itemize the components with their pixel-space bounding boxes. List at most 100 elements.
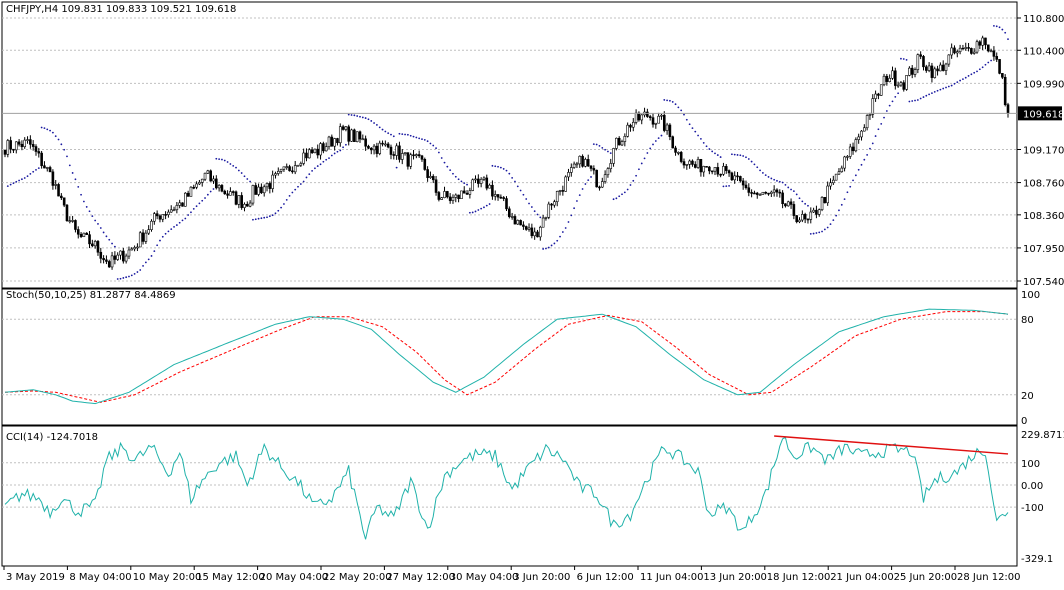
sar-dot bbox=[995, 25, 998, 28]
candle-body bbox=[753, 192, 756, 195]
sar-dot bbox=[643, 157, 646, 160]
candle-body bbox=[665, 124, 669, 131]
sar-dot bbox=[733, 153, 736, 156]
sar-dot bbox=[790, 188, 792, 191]
sar-dot bbox=[37, 167, 40, 169]
candle-body bbox=[260, 186, 263, 194]
sar-dot bbox=[221, 158, 223, 161]
sar-dot bbox=[902, 58, 905, 60]
sar-dot bbox=[888, 104, 891, 107]
grid-lines bbox=[2, 17, 1017, 508]
time-tick-label: 30 May 04:00 bbox=[450, 572, 519, 583]
candle-body bbox=[426, 169, 429, 178]
sar-dot bbox=[125, 276, 128, 279]
candle-body bbox=[282, 166, 286, 170]
candle-body bbox=[885, 75, 889, 82]
candle-body bbox=[361, 138, 365, 141]
sar-dot bbox=[443, 161, 446, 164]
candle-body bbox=[758, 194, 762, 196]
candle-body bbox=[178, 202, 181, 206]
sar-dot bbox=[353, 114, 356, 117]
candle-body bbox=[34, 146, 38, 152]
sar-dot bbox=[711, 150, 714, 153]
sar-dot bbox=[474, 210, 477, 213]
candle-body bbox=[122, 250, 125, 262]
price-tick-label: 110.400 bbox=[1023, 46, 1064, 57]
candle-body bbox=[600, 181, 604, 188]
candle-body bbox=[23, 139, 27, 148]
sar-dot bbox=[468, 211, 471, 214]
candle-body bbox=[958, 47, 962, 52]
sar-dot bbox=[454, 175, 457, 178]
candle-body bbox=[338, 126, 342, 144]
candle-body bbox=[248, 202, 252, 207]
candle-body bbox=[764, 191, 768, 194]
candle-body bbox=[186, 192, 190, 197]
candle-body bbox=[153, 213, 156, 222]
candle-body bbox=[685, 164, 689, 166]
candle-body bbox=[961, 47, 965, 50]
sar-dot bbox=[198, 202, 201, 205]
sar-dot bbox=[550, 244, 553, 247]
candle-body bbox=[995, 56, 999, 60]
sar-dot bbox=[460, 180, 463, 183]
candle-body bbox=[105, 259, 108, 262]
sar-dot bbox=[446, 165, 449, 168]
sar-dot bbox=[308, 173, 311, 176]
sar-dot bbox=[905, 59, 908, 61]
candle-body bbox=[989, 50, 993, 53]
candle-body bbox=[279, 168, 283, 172]
sar-dot bbox=[863, 158, 866, 161]
sar-dot bbox=[66, 155, 68, 158]
candle-body bbox=[172, 209, 176, 212]
sar-dot bbox=[891, 100, 894, 103]
candle-body bbox=[803, 214, 807, 220]
sar-dot bbox=[164, 232, 167, 235]
sar-dot bbox=[959, 79, 962, 82]
candle-body bbox=[381, 142, 384, 145]
candle-body bbox=[415, 154, 418, 157]
sar-dot bbox=[514, 180, 516, 183]
sar-dot bbox=[195, 205, 198, 208]
sar-dot bbox=[587, 179, 590, 182]
sar-dot bbox=[691, 127, 694, 130]
candle-body bbox=[648, 116, 652, 118]
sar-dot bbox=[984, 63, 987, 66]
sar-dot bbox=[77, 185, 80, 188]
candle-body bbox=[572, 163, 576, 168]
sar-dot bbox=[297, 185, 299, 188]
candle-body bbox=[606, 168, 610, 176]
candle-body bbox=[40, 152, 43, 167]
candle-body bbox=[910, 67, 914, 75]
sar-dot bbox=[962, 78, 964, 80]
candle-body bbox=[539, 226, 542, 238]
sar-dot bbox=[998, 26, 1001, 29]
time-tick-label: 22 May 20:00 bbox=[323, 572, 392, 583]
sar-dot bbox=[6, 185, 9, 188]
candle-body bbox=[857, 136, 860, 140]
time-tick-label: 18 Jun 12:00 bbox=[767, 572, 831, 583]
sar-dot bbox=[471, 211, 474, 214]
sar-dot bbox=[759, 169, 761, 172]
sar-dot bbox=[74, 178, 77, 181]
sar-dot bbox=[730, 153, 733, 156]
sar-dot bbox=[567, 221, 570, 223]
sar-dot bbox=[494, 165, 497, 168]
sar-dot bbox=[747, 158, 750, 160]
candle-body bbox=[570, 167, 573, 173]
candle-body bbox=[809, 211, 813, 220]
sar-dot bbox=[435, 147, 437, 150]
candle-body bbox=[116, 254, 119, 260]
candle-body bbox=[516, 220, 520, 225]
sar-dot bbox=[192, 207, 195, 210]
sar-dot bbox=[502, 168, 505, 170]
sar-dot bbox=[581, 188, 584, 190]
candle-body bbox=[820, 196, 824, 210]
candle-body bbox=[169, 209, 173, 213]
sar-dot bbox=[832, 219, 835, 222]
sar-dot bbox=[736, 154, 739, 156]
sar-dot bbox=[212, 188, 215, 190]
candle-body bbox=[786, 201, 790, 207]
